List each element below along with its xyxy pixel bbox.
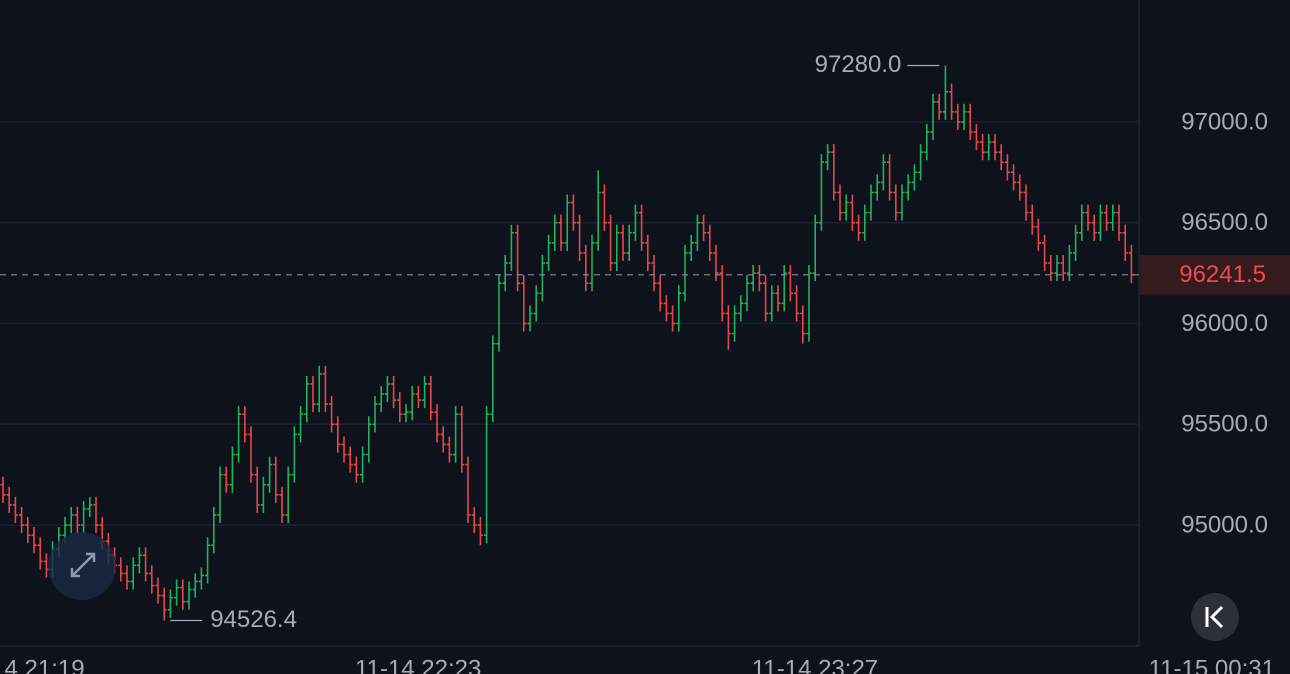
expand-icon [70, 552, 96, 578]
x-tick-label: 11-14 23:27 [752, 655, 878, 674]
y-tick-label: 95000.0 [1181, 511, 1268, 538]
last-price-box [1140, 254, 1290, 295]
max-label: 97280.0 [815, 51, 902, 78]
y-tick-label: 96500.0 [1181, 209, 1268, 236]
expand-button[interactable] [48, 532, 116, 600]
x-tick-label: 11-14 21:19 [0, 655, 85, 674]
y-tick-label: 95500.0 [1181, 411, 1268, 438]
x-tick-label: 11-15 00:31 [1149, 655, 1275, 674]
last-price-label: 96241.5 [1179, 261, 1266, 288]
y-tick-label: 96000.0 [1181, 310, 1268, 337]
scroll-latest-button[interactable] [1191, 593, 1239, 641]
x-tick-label: 11-14 22:23 [355, 655, 481, 674]
y-tick-label: 97000.0 [1181, 108, 1268, 135]
plot-layer: 95000.0 95500.0 96000.0 96500.0 97000.0 11-14… [0, 51, 1290, 674]
scroll-latest-icon [1205, 605, 1224, 629]
scroll-latest-bg[interactable] [1191, 593, 1239, 641]
min-label: 94526.4 [210, 606, 297, 633]
